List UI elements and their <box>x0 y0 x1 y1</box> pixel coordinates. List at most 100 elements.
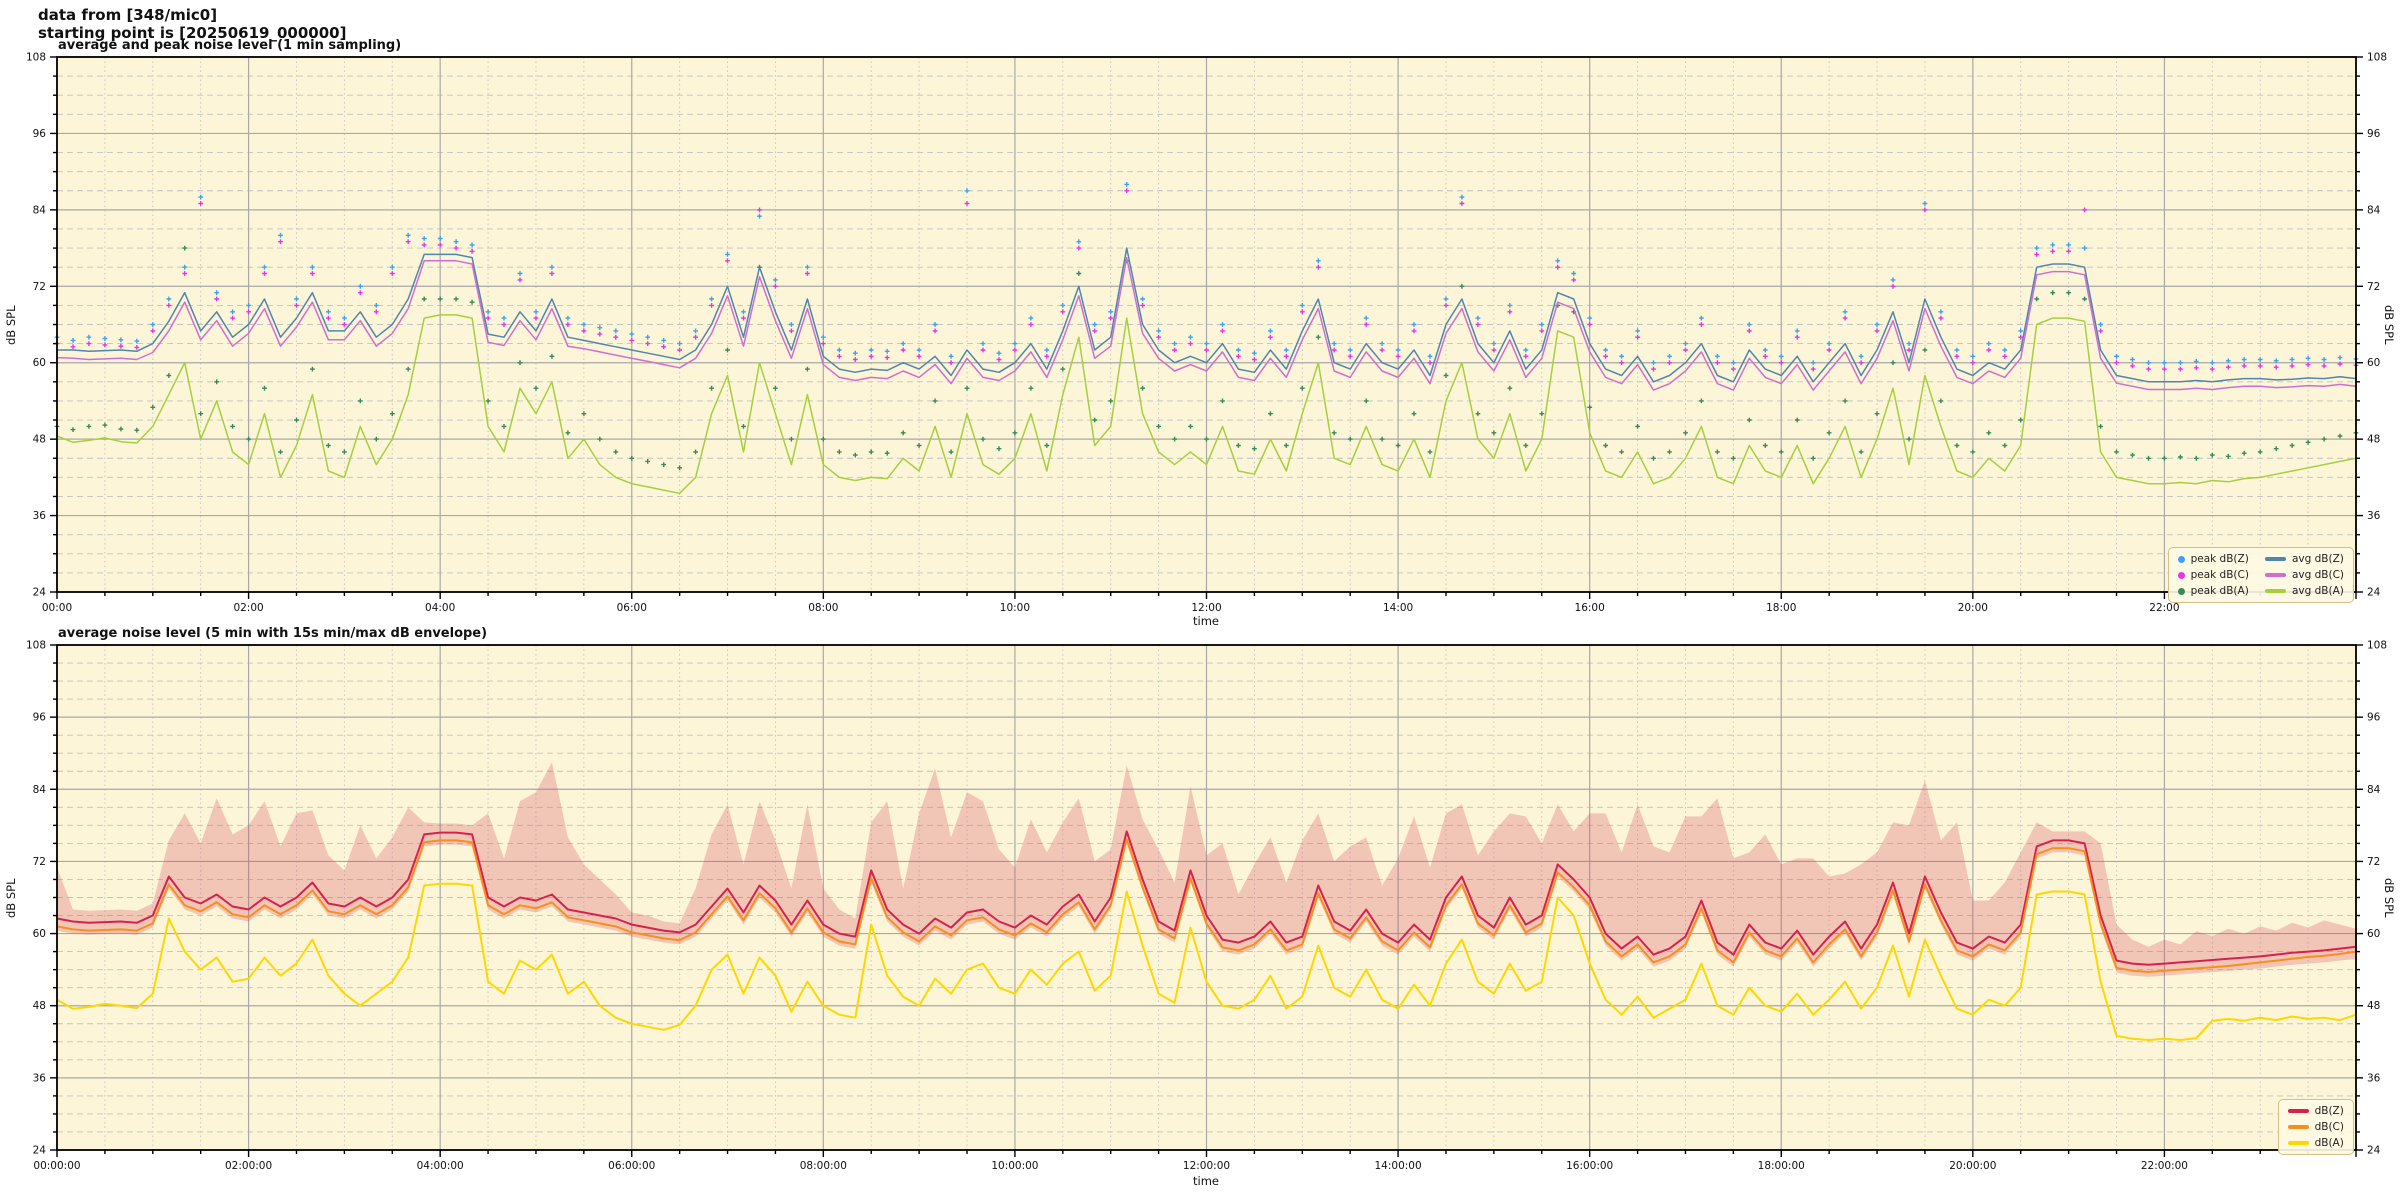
svg-text:60: 60 <box>33 928 46 940</box>
svg-text:12:00: 12:00 <box>1191 602 1221 614</box>
legend-item-peak-db-a-: peak dB(A) <box>2177 584 2249 598</box>
legend-item-avg-db-z-: avg dB(Z) <box>2264 552 2344 566</box>
svg-text:108: 108 <box>26 52 46 64</box>
svg-text:18:00:00: 18:00:00 <box>1758 1160 1805 1172</box>
legend-item-db-c-: dB(C) <box>2287 1120 2344 1134</box>
svg-text:84: 84 <box>33 784 47 796</box>
svg-text:72: 72 <box>33 856 46 868</box>
svg-text:22:00: 22:00 <box>2149 602 2179 614</box>
svg-text:48: 48 <box>33 1000 46 1012</box>
svg-text:00:00: 00:00 <box>42 602 72 614</box>
svg-text:36: 36 <box>33 510 47 522</box>
svg-text:48: 48 <box>2367 1000 2380 1012</box>
header-line-1: data from [348/mic0] <box>38 6 218 24</box>
chart-2: 24 24 36 36 48 48 60 60 72 72 84 84 96 96 108 108 00:00:… <box>26 640 2387 1173</box>
line-db-a- <box>56 882 2357 1041</box>
svg-text:60: 60 <box>33 357 46 369</box>
svg-text:84: 84 <box>2367 204 2381 216</box>
svg-text:48: 48 <box>33 434 46 446</box>
legend-item-peak-db-c-: peak dB(C) <box>2177 568 2249 582</box>
line-marker-icon <box>2287 1125 2309 1129</box>
legend-label: dB(A) <box>2314 1137 2344 1149</box>
legend-item-db-a-: dB(A) <box>2287 1136 2344 1150</box>
svg-text:72: 72 <box>2367 281 2380 293</box>
legend-item-avg-db-a-: avg dB(A) <box>2264 584 2344 598</box>
svg-text:60: 60 <box>2367 928 2380 940</box>
ticks <box>50 644 2363 1157</box>
dot-marker-icon <box>2177 555 2185 563</box>
svg-text:18:00: 18:00 <box>1766 602 1796 614</box>
line-avg-db-c- <box>56 256 2357 391</box>
chart-1: 24 24 36 36 48 48 60 60 72 72 84 84 96 96 108 108 00:00 0… <box>26 52 2387 615</box>
svg-text:08:00:00: 08:00:00 <box>800 1160 847 1172</box>
svg-text:108: 108 <box>26 640 46 652</box>
svg-text:10:00:00: 10:00:00 <box>991 1160 1038 1172</box>
line-db-z- <box>56 830 2357 966</box>
line-marker-icon <box>2287 1109 2309 1113</box>
minmax-envelope <box>57 762 2356 977</box>
chart1-title: average and peak noise level (1 min samp… <box>58 38 402 53</box>
svg-text:72: 72 <box>33 281 46 293</box>
ticks <box>50 56 2363 599</box>
dot-marker-icon <box>2177 587 2185 595</box>
svg-text:14:00: 14:00 <box>1383 602 1413 614</box>
header-line-2: starting point is [20250619_000000] <box>38 24 347 42</box>
svg-text:20:00: 20:00 <box>1958 602 1988 614</box>
line-db-c- <box>56 838 2357 973</box>
chart2-ylabel-right: dB SPL <box>2382 878 2396 918</box>
svg-text:24: 24 <box>2367 1145 2381 1157</box>
svg-text:16:00: 16:00 <box>1575 602 1605 614</box>
chart2-ylabel-left: dB SPL <box>4 878 18 918</box>
legend-label: peak dB(C) <box>2190 569 2249 581</box>
legend-label: peak dB(Z) <box>2190 553 2249 565</box>
legend-label: dB(Z) <box>2314 1105 2344 1117</box>
legend-label: avg dB(Z) <box>2291 553 2344 565</box>
line-avg-db-a- <box>56 314 2357 495</box>
svg-text:04:00:00: 04:00:00 <box>417 1160 464 1172</box>
dot-marker-icon <box>2177 571 2185 579</box>
chart1-xlabel: time <box>1193 614 1219 628</box>
svg-text:20:00:00: 20:00:00 <box>1949 1160 1996 1172</box>
line-avg-db-z- <box>57 247 2357 383</box>
svg-text:96: 96 <box>33 712 47 724</box>
chart2-xlabel: time <box>1193 1174 1219 1188</box>
svg-text:24: 24 <box>33 587 47 599</box>
svg-text:108: 108 <box>2367 640 2387 652</box>
svg-text:10:00: 10:00 <box>1000 602 1030 614</box>
svg-text:08:00: 08:00 <box>808 602 838 614</box>
svg-text:06:00:00: 06:00:00 <box>608 1160 655 1172</box>
svg-text:96: 96 <box>2367 128 2381 140</box>
line-marker-icon <box>2264 573 2286 577</box>
svg-text:96: 96 <box>2367 712 2381 724</box>
svg-text:12:00:00: 12:00:00 <box>1183 1160 1230 1172</box>
legend-label: avg dB(A) <box>2291 585 2344 597</box>
svg-text:00:00:00: 00:00:00 <box>33 1160 80 1172</box>
svg-text:36: 36 <box>33 1072 47 1084</box>
legend-item-avg-db-c-: avg dB(C) <box>2264 568 2344 582</box>
legend-label: peak dB(A) <box>2190 585 2249 597</box>
chart1-legend: peak dB(Z) peak dB(C) peak dB(A) avg dB(Z) a… <box>2167 547 2354 603</box>
svg-text:02:00: 02:00 <box>233 602 263 614</box>
svg-text:06:00: 06:00 <box>617 602 647 614</box>
chart2-legend: dB(Z) dB(C) dB(A) <box>2277 1099 2354 1155</box>
chart2-title: average noise level (5 min with 15s min/… <box>58 626 488 641</box>
svg-text:72: 72 <box>2367 856 2380 868</box>
svg-text:14:00:00: 14:00:00 <box>1374 1160 1421 1172</box>
svg-text:48: 48 <box>2367 434 2380 446</box>
svg-text:02:00:00: 02:00:00 <box>225 1160 272 1172</box>
svg-text:24: 24 <box>33 1145 47 1157</box>
svg-text:108: 108 <box>2367 52 2387 64</box>
line-marker-icon <box>2264 589 2286 593</box>
legend-item-peak-db-z-: peak dB(Z) <box>2177 552 2249 566</box>
svg-text:84: 84 <box>2367 784 2381 796</box>
svg-text:36: 36 <box>2367 510 2381 522</box>
svg-text:22:00:00: 22:00:00 <box>2141 1160 2188 1172</box>
legend-label: avg dB(C) <box>2291 569 2344 581</box>
svg-text:60: 60 <box>2367 357 2380 369</box>
svg-text:24: 24 <box>2367 587 2381 599</box>
line-marker-icon <box>2264 557 2286 561</box>
line-marker-icon <box>2287 1141 2309 1145</box>
svg-text:84: 84 <box>33 204 47 216</box>
